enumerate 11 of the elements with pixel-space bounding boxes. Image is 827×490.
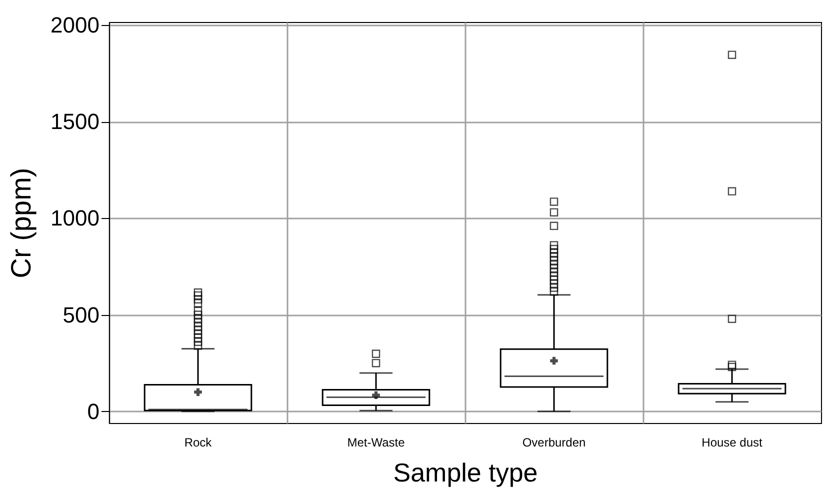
y-axis-title: Cr (ppm) bbox=[6, 168, 37, 278]
x-tick-label: Overburden bbox=[522, 436, 586, 450]
x-tick-label: House dust bbox=[702, 436, 764, 450]
y-tick-label: 500 bbox=[62, 302, 100, 328]
x-tick-label: Rock bbox=[184, 436, 213, 450]
x-tick-label: Met-Waste bbox=[347, 436, 406, 450]
y-tick-label: 1000 bbox=[50, 206, 100, 231]
y-tick-label: 0 bbox=[87, 398, 100, 424]
x-axis-title: Sample type bbox=[393, 458, 538, 488]
y-tick-label: 2000 bbox=[50, 12, 100, 38]
y-tick-label: 1500 bbox=[50, 109, 100, 134]
